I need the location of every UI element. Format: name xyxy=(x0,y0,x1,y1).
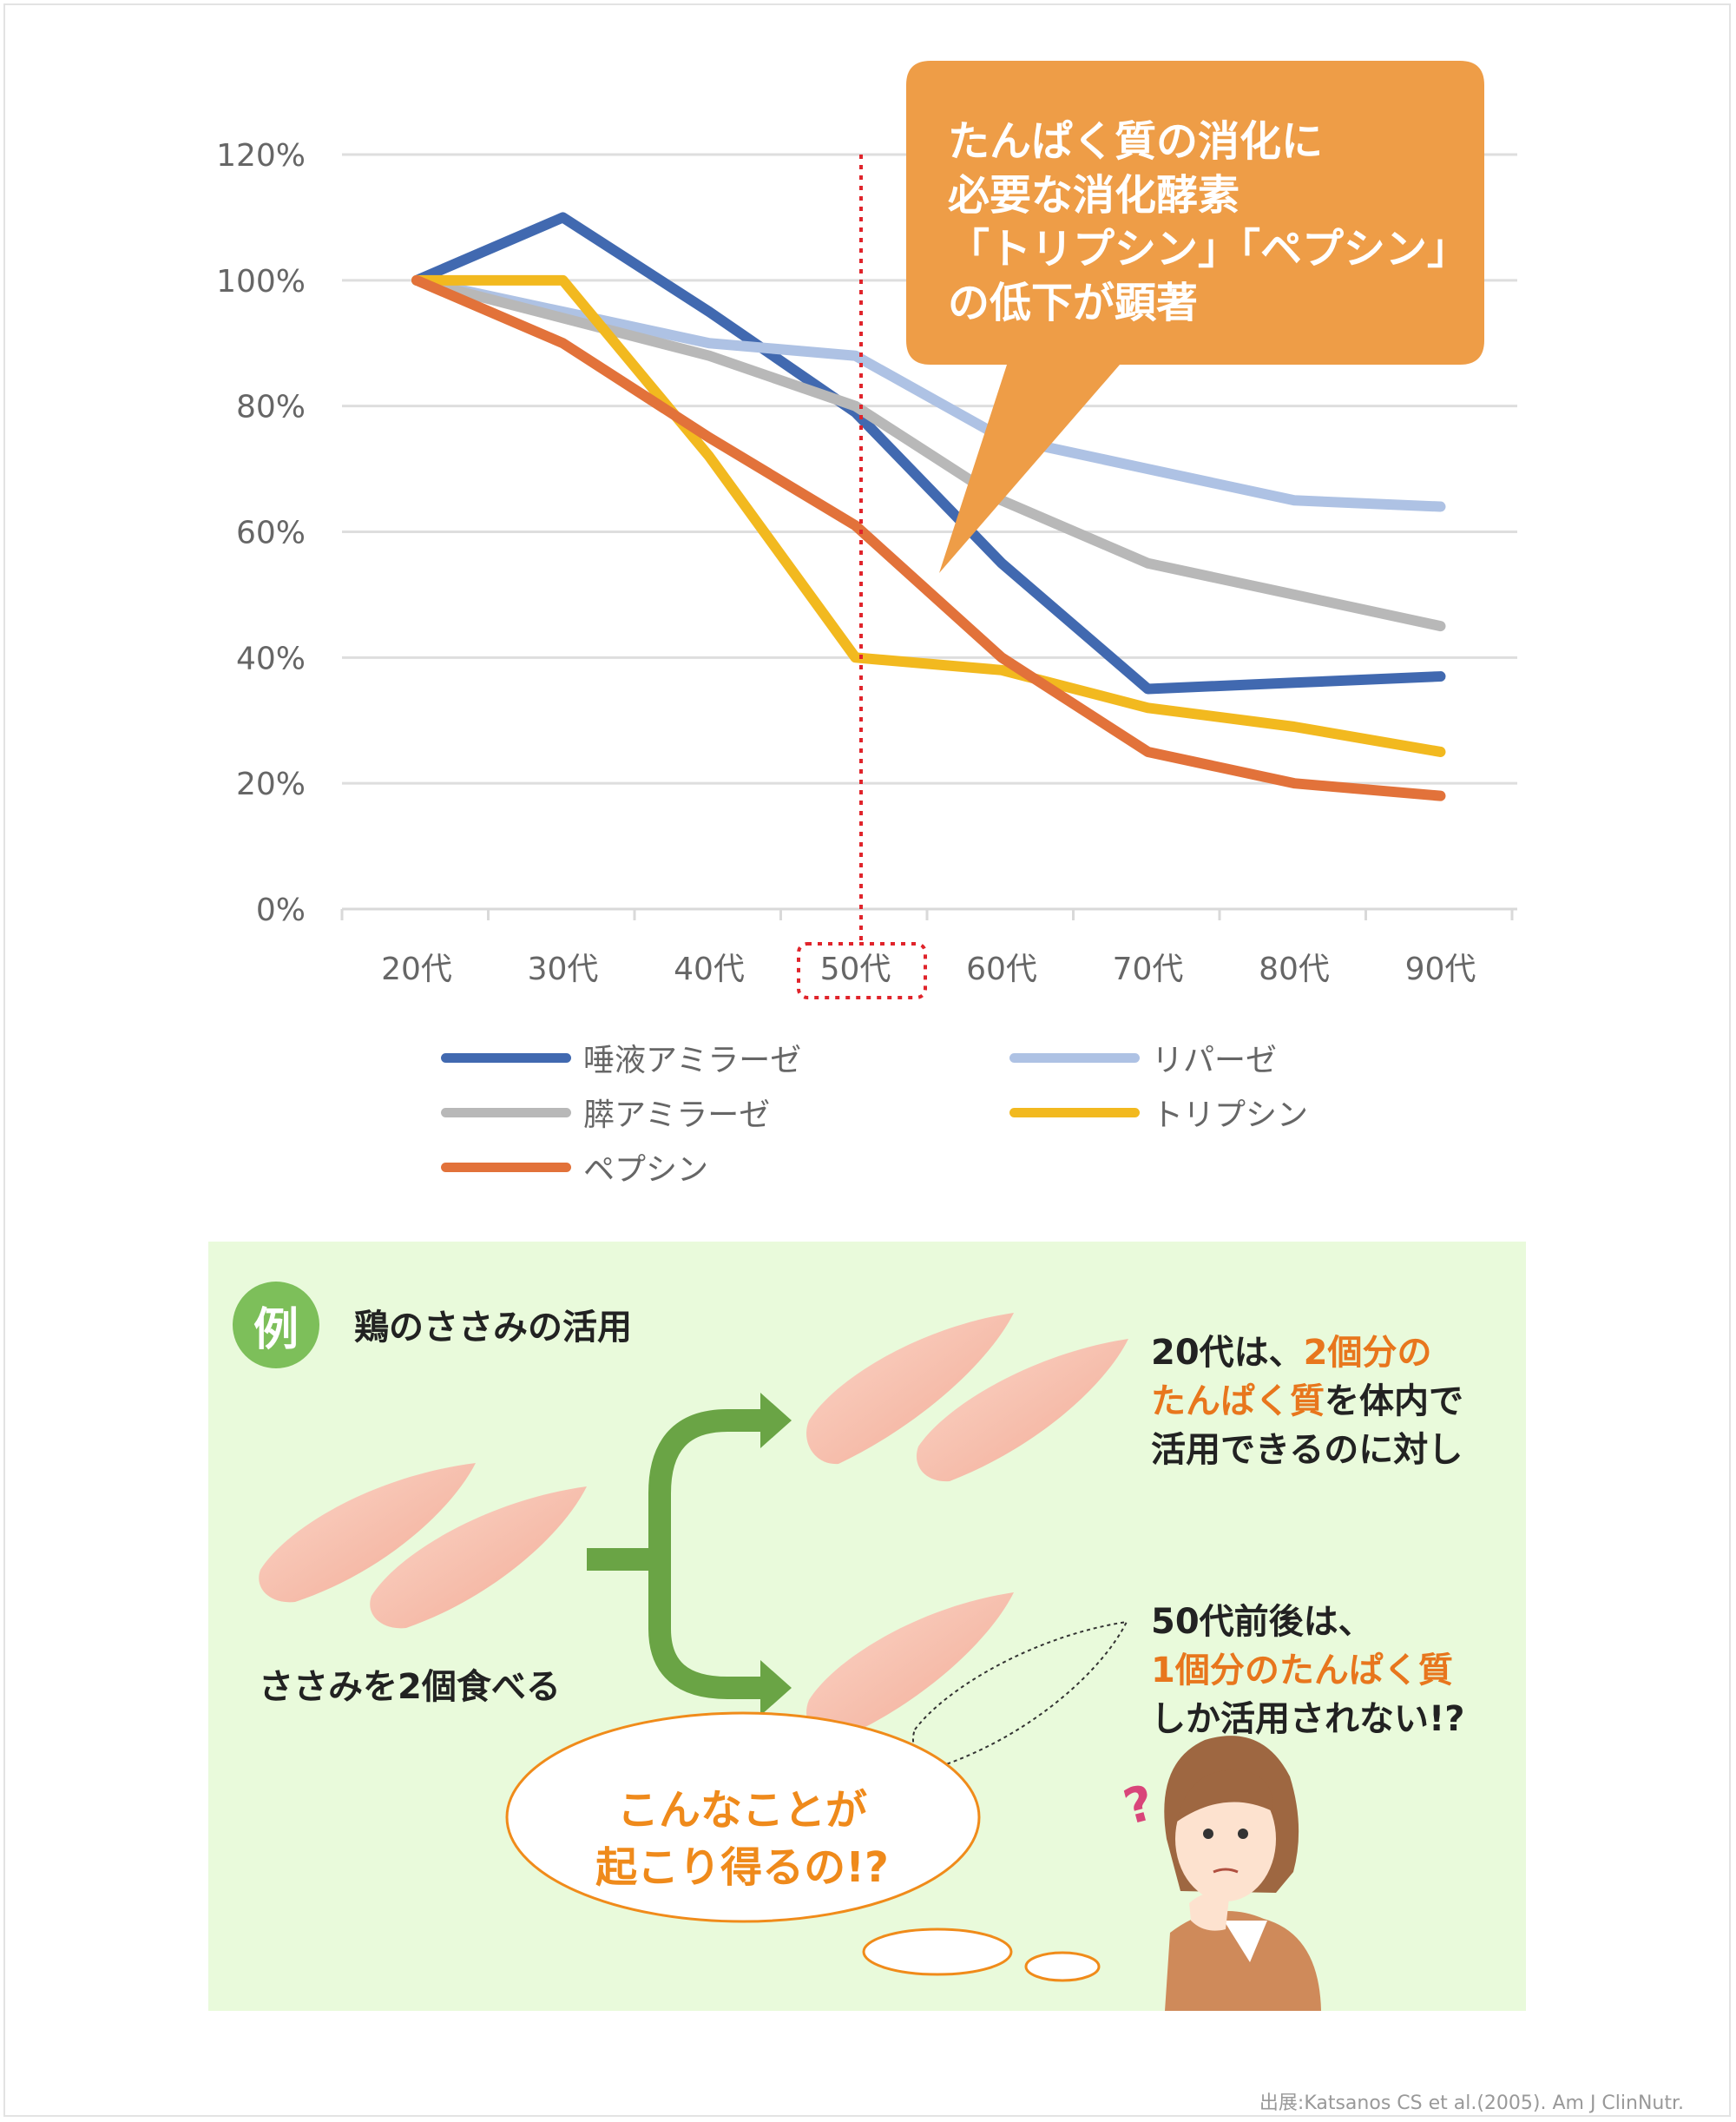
y-tick-label: 20% xyxy=(236,767,306,802)
thought-line: 起こり得るの!? xyxy=(595,1843,889,1892)
sasami-top-1 xyxy=(806,1313,1014,1465)
callout-line: たんぱく質の消化に xyxy=(948,117,1324,166)
result-50s-text: は、 xyxy=(1303,1602,1373,1642)
result-20s-text: 活用できるのに対し xyxy=(1151,1430,1463,1470)
result-50s-highlight: 1個分のたんぱく質 xyxy=(1151,1651,1453,1690)
y-tick-label: 0% xyxy=(256,893,306,928)
result-20s-text: を体内で xyxy=(1325,1381,1463,1421)
result-20s-age: 20代 xyxy=(1151,1333,1234,1373)
highlight-50s-box xyxy=(797,942,927,999)
callout-line: の低下が顕著 xyxy=(948,279,1199,327)
series-line xyxy=(411,274,1446,801)
callout-line: 必要な消化酵素 xyxy=(948,171,1240,220)
eat-two-label: ささみを2個食べる xyxy=(259,1667,561,1707)
sasami-left-1 xyxy=(259,1463,476,1603)
thought-bubble xyxy=(505,1711,981,1923)
result-20s-protein: たんぱく質 xyxy=(1151,1381,1325,1421)
example-badge: 例 xyxy=(233,1282,319,1368)
legend-item: 唾液アミラーゼ xyxy=(441,1040,801,1078)
legend-label: リパーゼ xyxy=(1152,1043,1278,1078)
result-50s-age: 50代前後 xyxy=(1151,1602,1304,1642)
x-tick-label: 90代 xyxy=(1405,952,1476,987)
arrow-head-bottom xyxy=(760,1660,792,1716)
x-tick-label: 20代 xyxy=(381,952,452,987)
line-chart: 0% 20% 40% 60% 80% 100% 120% 20代 30代 40代 50代 60代 70… xyxy=(216,61,1517,999)
question-mark-icon: ? xyxy=(1118,1775,1160,1836)
result-20s-text: は、 xyxy=(1233,1333,1304,1373)
sasami-top-2 xyxy=(916,1339,1128,1482)
branch-arrow xyxy=(587,1409,764,1699)
legend-label: 唾液アミラーゼ xyxy=(583,1043,802,1078)
callout-text: たんぱく質の消化に 必要な消化酵素 「トリプシン」「ペプシン」 の低下が顕著 xyxy=(948,115,1469,330)
legend-item: 膵アミラーゼ xyxy=(441,1095,770,1133)
result-50s: 50代前後は、 1個分のたんぱく質 しか活用されない!? xyxy=(1151,1598,1464,1743)
thought-line: こんなことが xyxy=(616,1786,867,1835)
sasami-left-2 xyxy=(370,1486,587,1629)
x-tick-label: 40代 xyxy=(674,952,745,987)
result-20s-highlight: 2個分の xyxy=(1303,1333,1432,1373)
sasami-bottom xyxy=(806,1592,1014,1741)
legend-swatch xyxy=(1009,1107,1140,1117)
sasami-missing-outline xyxy=(912,1620,1128,1766)
legend-swatch xyxy=(1009,1052,1140,1063)
legend-label: トリプシン xyxy=(1152,1097,1309,1133)
result-20s: 20代は、2個分の たんぱく質を体内で 活用できるのに対し xyxy=(1151,1328,1463,1474)
x-tick-label: 80代 xyxy=(1259,952,1330,987)
example-title: 鶏のささみの活用 xyxy=(354,1308,632,1348)
arrow-head-top xyxy=(760,1393,792,1448)
series-line xyxy=(411,274,1446,632)
result-50s-text: しか活用されない!? xyxy=(1151,1699,1465,1739)
thought-dot-1 xyxy=(862,1928,1013,1976)
legend-item: トリプシン xyxy=(1009,1095,1308,1133)
thought-text: こんなことが 起こり得るの!? xyxy=(521,1782,963,1896)
source-citation: 出展:Katsanos CS et al.(2005). Am J ClinNu… xyxy=(1259,2092,1684,2114)
y-tick-label: 60% xyxy=(236,516,306,551)
y-tick-label: 100% xyxy=(216,264,306,300)
series-line xyxy=(411,274,1446,757)
legend-swatch xyxy=(441,1107,571,1117)
legend-swatch xyxy=(441,1162,571,1172)
legend-swatch xyxy=(441,1052,571,1063)
y-tick-label: 40% xyxy=(236,641,306,676)
y-tick-label: 80% xyxy=(236,390,306,425)
callout-bubble xyxy=(906,61,1484,573)
thought-dot-2 xyxy=(1024,1951,1101,1982)
legend-item: ペプシン xyxy=(441,1150,708,1188)
legend-item: リパーゼ xyxy=(1009,1040,1277,1078)
legend-label: ペプシン xyxy=(583,1152,709,1188)
x-tick-label: 50代 xyxy=(820,952,891,987)
x-tick-label: 60代 xyxy=(966,952,1037,987)
x-tick-label: 70代 xyxy=(1113,952,1184,987)
callout-line: 「トリプシン」「ペプシン」 xyxy=(948,225,1470,273)
legend-label: 膵アミラーゼ xyxy=(583,1097,771,1133)
x-tick-label: 30代 xyxy=(528,952,599,987)
y-tick-label: 120% xyxy=(216,138,306,174)
series-line xyxy=(411,212,1446,695)
worried-woman xyxy=(1164,1736,1321,2011)
